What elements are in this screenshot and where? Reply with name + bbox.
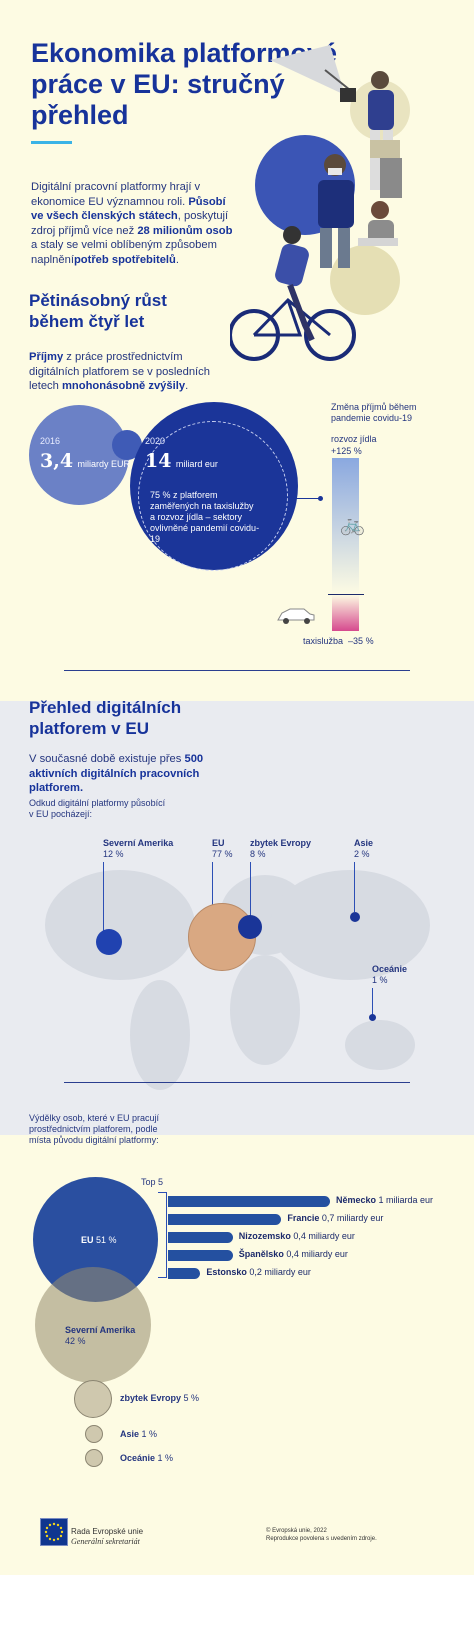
top5-label: Top 5 xyxy=(141,1177,164,1187)
top5-country-name: Francie xyxy=(287,1213,320,1223)
car-icon xyxy=(276,606,316,624)
overview-heading: Přehled digitálních platforem v EU xyxy=(29,698,182,738)
top5-bar xyxy=(168,1232,233,1243)
unit-2020: miliard eur xyxy=(175,459,218,469)
value-2016: 3,4 xyxy=(40,450,74,472)
title-underline xyxy=(31,141,72,144)
zero-line xyxy=(328,594,364,595)
footer-org: Rada Evropské unie Generální sekretariát xyxy=(71,1527,143,1547)
top5-country-value: 0,4 miliardy eur xyxy=(283,1249,348,1259)
overview-text: V současné době existuje přes 500 aktivn… xyxy=(29,753,204,794)
hero-illustration xyxy=(228,40,470,380)
bubble-oceania xyxy=(85,1449,103,1467)
circle-2020-dashed xyxy=(138,421,288,571)
top5-country-name: Německo xyxy=(336,1195,377,1205)
taxi-value: –35 % xyxy=(348,636,374,646)
bubble-oceania-label: Oceánie 1 % xyxy=(120,1453,174,1463)
top5-bar xyxy=(168,1196,330,1207)
value-2020: 14 xyxy=(145,450,172,472)
footer-org-name: Rada Evropské unie xyxy=(71,1527,144,1536)
footer xyxy=(0,1575,474,1643)
top5-country-name: Španělsko xyxy=(238,1249,284,1259)
year-2016: 2016 xyxy=(40,436,61,446)
footer-org-sub: Generální sekretariát xyxy=(71,1537,140,1546)
dot-north-america xyxy=(96,929,122,955)
dot-asia xyxy=(350,912,360,922)
top5-bracket-bottom xyxy=(158,1277,167,1278)
footer-copyright: © Evropská unie, 2022 Reprodukce povolen… xyxy=(266,1527,377,1543)
world-map xyxy=(45,870,430,1090)
intro-text: Digitální pracovní platformy hrají v eko… xyxy=(31,181,233,266)
bubble-rest-europe-label: zbytek Evropy 5 % xyxy=(120,1393,200,1403)
bubble-north-america-label: Severní Amerika 42 % xyxy=(65,1325,136,1346)
leader-asia xyxy=(354,862,355,912)
food-label: rozvoz jídla xyxy=(331,434,377,444)
value-2016-group: 3,4 miliardy EUR xyxy=(40,450,130,472)
leader-rest-europe xyxy=(250,862,251,917)
taxi-bar xyxy=(332,595,359,631)
top5-bar-label: Nizozemsko 0,4 miliardy eur xyxy=(239,1231,355,1241)
top5-bar-label: Německo 1 miliarda eur xyxy=(336,1195,433,1205)
growth-text: Příjmy z práce prostřednictvím digitální… xyxy=(29,351,210,392)
top5-country-value: 0,4 miliardy eur xyxy=(290,1231,355,1241)
bubble-eu-label: EU 51 % xyxy=(81,1235,117,1245)
section-divider xyxy=(64,670,410,671)
taxi-label: taxislužba xyxy=(303,636,344,646)
top5-bar-label: Estonsko 0,2 miliardy eur xyxy=(206,1267,311,1277)
top5-country-value: 0,7 miliardy eur xyxy=(319,1213,384,1223)
top5-bar xyxy=(168,1268,201,1279)
top5-bar-label: Francie 0,7 miliardy eur xyxy=(287,1213,383,1223)
region-eu: EU 77 % xyxy=(212,838,233,859)
top5-bracket xyxy=(166,1192,167,1277)
food-bar xyxy=(332,458,359,594)
top5-country-value: 1 miliarda eur xyxy=(376,1195,434,1205)
growth-heading: Pětinásobný růst během čtyř let xyxy=(29,291,167,331)
footer-copyright-2: Reprodukce povolena s uvedením zdroje. xyxy=(266,1536,377,1542)
leader-eu xyxy=(212,862,213,932)
taxi-text: taxislužba –35 % xyxy=(303,636,374,647)
region-rest-europe: zbytek Evropy 8 % xyxy=(250,838,312,859)
bubble-rest-europe xyxy=(74,1380,112,1418)
leader-north-america xyxy=(103,862,104,932)
bubble-asia xyxy=(85,1425,103,1443)
food-value: +125 % xyxy=(331,446,362,456)
page-title: Ekonomika platformové práce v EU: stručn… xyxy=(31,38,338,130)
bicycle-icon: 🚲 xyxy=(340,514,365,536)
circle-2016 xyxy=(29,405,129,505)
section-divider-2 xyxy=(64,1082,410,1083)
value-2020-group: 14 miliard eur xyxy=(145,450,218,472)
top5-country-value: 0,2 miliardy eur xyxy=(246,1267,311,1277)
year-2020: 2020 xyxy=(145,436,166,446)
growth-note: 75 % z platforem zaměřených na taxislužb… xyxy=(150,490,260,544)
region-asia: Asie 2 % xyxy=(354,838,374,859)
map-title: Odkud digitální platformy působící v EU … xyxy=(29,798,166,819)
top5-bracket-top xyxy=(158,1192,167,1193)
top5-country-name: Nizozemsko xyxy=(238,1231,291,1241)
bubble-asia-label: Asie 1 % xyxy=(120,1429,158,1439)
covid-title: Změna příjmů během pandemie covidu-19 xyxy=(331,402,417,423)
top5-bar xyxy=(168,1250,233,1261)
top5-bar xyxy=(168,1214,282,1225)
region-oceania: Oceánie 1 % xyxy=(372,964,408,985)
footer-copyright-1: © Evropská unie, 2022 xyxy=(266,1528,327,1534)
note-connector-dot xyxy=(318,496,323,501)
dot-rest-europe xyxy=(238,915,262,939)
earnings-title: Výdělky osob, které v EU pracují prostře… xyxy=(29,1113,160,1145)
leader-oceania xyxy=(372,988,373,1016)
eu-council-logo xyxy=(40,1518,68,1546)
region-north-america: Severní Amerika 12 % xyxy=(103,838,174,859)
dot-oceania xyxy=(369,1014,376,1021)
bubble-north-america xyxy=(35,1267,151,1383)
unit-2016: miliardy EUR xyxy=(77,459,131,469)
top5-country-name: Estonsko xyxy=(206,1267,247,1277)
note-connector xyxy=(296,498,320,499)
top5-bar-label: Španělsko 0,4 miliardy eur xyxy=(239,1249,348,1259)
